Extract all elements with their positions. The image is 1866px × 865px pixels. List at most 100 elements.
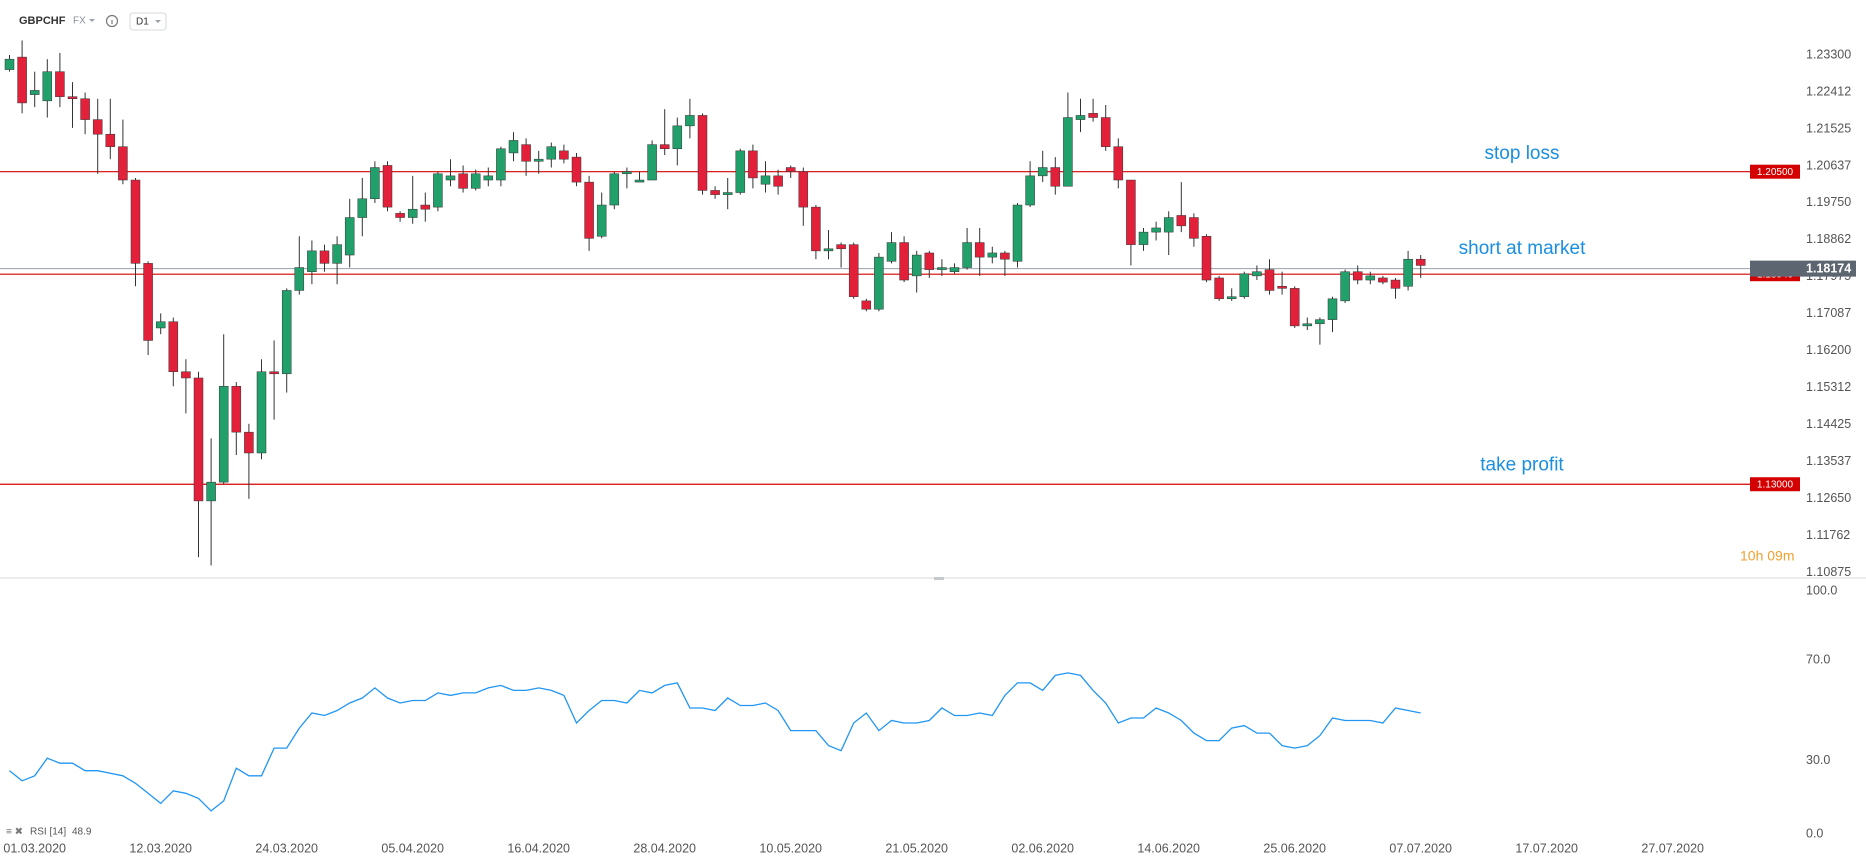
x-tick-label: 02.06.2020 [1011,841,1074,855]
candle-body [1176,215,1187,227]
interval-box[interactable] [129,12,167,31]
candle-body [1252,271,1262,277]
dropdown-arrow[interactable] [89,19,95,22]
candle-body [307,250,317,272]
rsi-tick-label: 70.0 [1806,653,1830,667]
candle-body [609,173,620,206]
interval: D1 [136,17,149,28]
candle-body [1050,167,1061,187]
candle-body [987,252,998,258]
candle-body [659,144,670,150]
candle-body [1302,323,1313,327]
annotation: stop loss [1485,143,1560,164]
candle-body [1327,298,1338,320]
candle-body [1012,204,1023,262]
y-tick-label: 1.21525 [1806,121,1851,135]
x-tick-label: 12.03.2020 [129,841,192,855]
candle-body [256,371,267,454]
x-tick-label: 16.04.2020 [507,841,570,855]
level-label-box [1750,477,1800,492]
candle-body [1214,277,1224,300]
candle-body [848,244,859,297]
rsi-line [9,672,1421,812]
x-tick-label: 05.04.2020 [381,841,444,855]
y-tick-label: 1.13537 [1806,454,1851,468]
candle-body [697,115,708,191]
candle-body [785,167,796,172]
candle-body [596,204,607,237]
x-tick-label: 07.07.2020 [1389,841,1452,855]
rsi-icons[interactable]: ≡ ✖ [6,827,23,838]
candle-body [1415,258,1426,266]
candle-body [1163,217,1174,233]
candle-body [357,198,368,218]
candle-body [911,254,922,277]
candle-body [1063,117,1073,187]
candle-body [672,125,683,150]
x-tick-label: 10.05.2020 [759,841,822,855]
candle-body [1000,252,1010,260]
candle-body [143,263,153,341]
y-tick-label: 1.10875 [1806,565,1851,579]
candle-body [407,208,418,218]
candle-body [433,173,443,208]
candle-body [1277,286,1287,289]
candle-body [130,179,141,264]
level-label: 1.13000 [1757,479,1794,490]
level-label: 1.20500 [1757,167,1794,178]
y-tick-label: 1.14425 [1806,417,1851,431]
x-tick-label: 01.03.2020 [3,841,66,855]
candle-body [269,371,279,375]
x-tick-label: 21.05.2020 [885,841,948,855]
candle-body [1088,113,1098,118]
annotation: take profit [1480,454,1564,475]
candle-body [886,242,897,262]
level-label-box [1750,164,1800,179]
candle-body [559,150,569,160]
candle-body [42,71,53,102]
candle-body [395,213,405,218]
candle-body [1378,277,1388,283]
candle-body [1113,146,1124,181]
candle-body [836,244,846,250]
y-tick-label: 1.23300 [1806,47,1851,61]
candle-body [294,267,305,291]
candle-body [55,71,65,97]
candle-body [634,179,645,183]
candle-body [29,90,40,95]
y-tick-label: 1.17087 [1806,306,1851,320]
pane-handle[interactable] [934,577,944,580]
current-price-box [1750,260,1856,277]
candle-body [155,321,166,329]
candle-body [168,321,179,372]
symbol[interactable]: GBPCHF [19,15,66,27]
info-icon[interactable] [105,14,119,28]
candle-body [445,175,456,181]
countdown: 10h 09m [1740,548,1794,564]
candle-body [1365,275,1376,281]
candle-body [899,242,909,281]
candle-body [206,481,216,502]
x-tick-label: 24.03.2020 [255,841,318,855]
candle-body [105,133,116,147]
candle-body [1100,117,1111,147]
candle-body [949,267,960,272]
candle-body [647,144,657,181]
candle-body [924,252,935,270]
annotation: short at market [1459,238,1586,259]
candle-body [1289,288,1300,327]
market: FX [73,16,86,27]
candle-body [748,150,758,179]
y-tick-label: 1.19750 [1806,195,1851,209]
candle-body [722,192,733,195]
candle-body [1390,279,1401,289]
rsi-name: RSI [14] [30,827,66,838]
candle-body [231,386,242,433]
candle-body [1189,217,1199,239]
candle-body [4,58,15,70]
candle-body [344,217,355,256]
x-tick-label: 27.07.2020 [1641,841,1704,855]
x-tick-label: 28.04.2020 [633,841,696,855]
y-tick-label: 1.12650 [1806,491,1851,505]
candle-body [92,119,103,135]
